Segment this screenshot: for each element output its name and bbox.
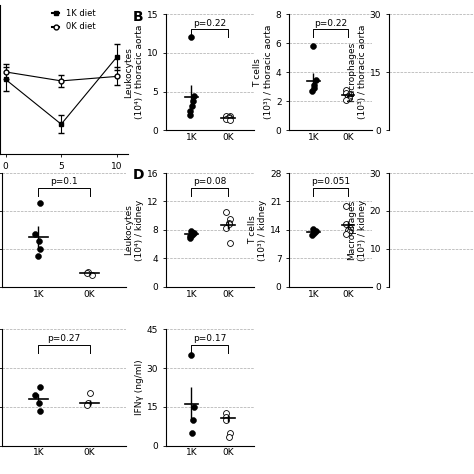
Point	[36, 399, 43, 407]
Point	[342, 230, 349, 238]
Point	[346, 90, 354, 98]
Point	[308, 231, 316, 238]
Point	[190, 403, 198, 410]
Text: B: B	[133, 9, 143, 24]
Point	[84, 399, 91, 407]
Point	[189, 416, 196, 424]
Point	[310, 229, 318, 237]
Point	[36, 384, 44, 392]
Point	[227, 239, 234, 246]
Point	[345, 228, 353, 236]
Point	[226, 113, 234, 120]
Point	[31, 392, 39, 399]
Text: p=0.17: p=0.17	[193, 334, 227, 343]
Point	[187, 351, 195, 359]
Y-axis label: T cells
(10³) / thoracic aorta: T cells (10³) / thoracic aorta	[254, 25, 273, 119]
Point	[86, 390, 93, 397]
Text: p=0.051: p=0.051	[311, 177, 350, 186]
Point	[226, 429, 234, 437]
Legend: 1K diet, 0K diet: 1K diet, 0K diet	[49, 6, 99, 35]
Text: p=0.08: p=0.08	[193, 177, 227, 186]
Y-axis label: Leukocytes
(10⁴) / kidney: Leukocytes (10⁴) / kidney	[125, 199, 144, 261]
Text: p=0.1: p=0.1	[50, 177, 78, 186]
Point	[186, 111, 193, 118]
Text: p=0.22: p=0.22	[193, 18, 226, 27]
Point	[36, 245, 44, 253]
Point	[346, 224, 354, 232]
Point	[222, 115, 229, 122]
Point	[84, 268, 91, 275]
Point	[309, 42, 317, 50]
Point	[222, 410, 230, 417]
Point	[225, 113, 232, 121]
Point	[310, 82, 318, 89]
Y-axis label: Macrophages
(10³) / kidney: Macrophages (10³) / kidney	[347, 199, 367, 261]
Point	[312, 227, 319, 235]
Point	[225, 114, 233, 122]
Point	[187, 34, 195, 41]
Point	[345, 95, 353, 102]
Point	[222, 413, 230, 421]
Point	[342, 202, 350, 210]
Point	[222, 209, 229, 216]
Point	[226, 215, 234, 223]
Point	[189, 230, 196, 237]
Point	[188, 231, 196, 239]
Text: p=0.27: p=0.27	[47, 334, 81, 343]
Point	[222, 112, 229, 119]
Point	[187, 228, 195, 235]
Point	[225, 433, 232, 440]
Y-axis label: IFNγ (ng/ml): IFNγ (ng/ml)	[135, 360, 144, 415]
Point	[189, 97, 196, 105]
Point	[36, 407, 44, 414]
Point	[84, 270, 91, 277]
Point	[188, 429, 196, 437]
Point	[186, 107, 193, 115]
Point	[222, 224, 229, 232]
Point	[225, 220, 233, 228]
Point	[227, 116, 234, 123]
Point	[188, 102, 196, 109]
Point	[308, 87, 316, 95]
Point	[312, 76, 319, 83]
Point	[342, 86, 350, 93]
Text: D: D	[133, 168, 144, 182]
Point	[186, 234, 193, 242]
Point	[342, 96, 349, 104]
Point	[342, 89, 349, 96]
Point	[342, 220, 349, 228]
Y-axis label: Macrophages
(10³) / thoracic aorta: Macrophages (10³) / thoracic aorta	[347, 25, 367, 119]
Point	[88, 272, 95, 279]
Point	[310, 84, 318, 92]
Point	[31, 230, 39, 237]
X-axis label: Days on diet: Days on diet	[36, 176, 92, 185]
Point	[84, 401, 91, 409]
Point	[225, 219, 232, 227]
Y-axis label: T cells
(10³) / kidney: T cells (10³) / kidney	[248, 199, 267, 261]
Point	[36, 200, 44, 207]
Point	[345, 226, 352, 234]
Y-axis label: Leukocytes
(10⁴) / thoracic aorta: Leukocytes (10⁴) / thoracic aorta	[125, 25, 144, 119]
Point	[222, 416, 229, 424]
Point	[186, 233, 193, 240]
Point	[309, 226, 317, 233]
Text: p=0.22: p=0.22	[314, 18, 347, 27]
Point	[35, 253, 42, 260]
Point	[190, 92, 198, 100]
Point	[190, 229, 198, 237]
Point	[345, 92, 352, 100]
Point	[36, 237, 43, 245]
Point	[310, 228, 318, 236]
